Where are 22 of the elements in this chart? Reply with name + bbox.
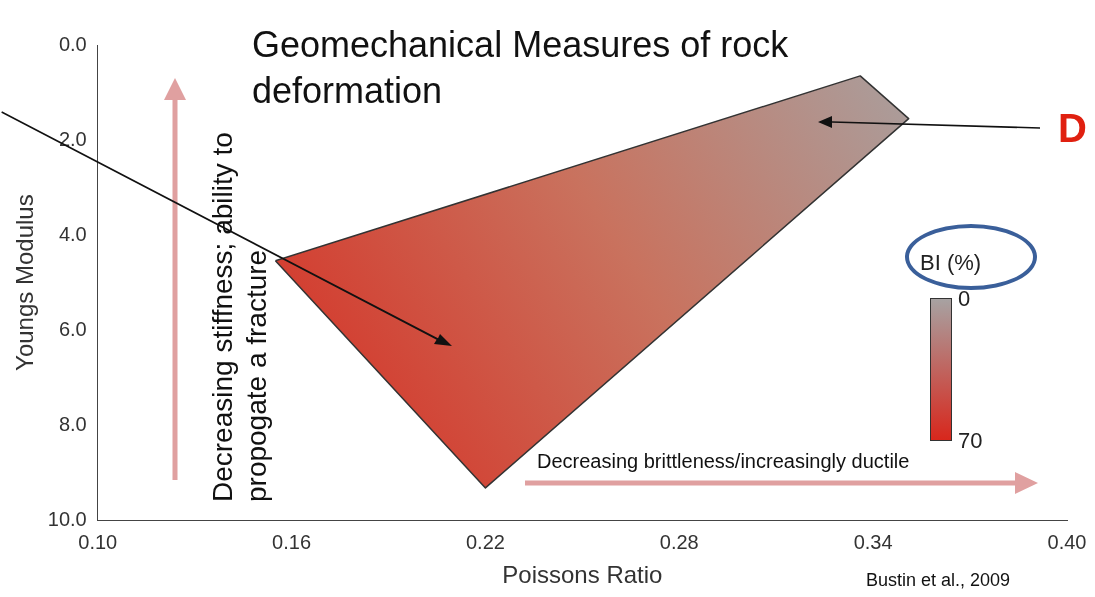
annotation: Decreasing brittleness/increasingly ductile	[537, 450, 910, 473]
x-tick-label: 0.16	[272, 530, 312, 553]
annotation: D	[1058, 106, 1087, 151]
chart-title: Geomechanical Measures of rock deformation	[252, 23, 790, 113]
y-axis-title: Youngs Modulus	[11, 194, 39, 371]
y-tick-label: 4.0	[58, 222, 87, 245]
x-tick-label: 0.28	[659, 530, 699, 553]
y-tick-label: 8.0	[58, 412, 87, 435]
x-tick-label: 0.34	[853, 530, 893, 553]
x-tick-label: 0.22	[465, 530, 505, 553]
text: Bustin et al., 2009	[866, 570, 1011, 591]
y-tick-label: 10.0	[47, 507, 87, 530]
x-tick-label: 0.10	[78, 530, 118, 553]
x-tick-label: 0.40	[1047, 530, 1087, 553]
y-tick-label: 2.0	[58, 127, 87, 150]
annotation: 70	[958, 428, 983, 453]
y-tick-label: 6.0	[58, 317, 87, 340]
annotation: Decreasing stiffness; ability to propogate a fracture	[207, 132, 272, 502]
x-axis-title: Poissons Ratio	[502, 561, 663, 589]
annotation: BI (%)	[920, 250, 982, 276]
annotation: 0	[958, 286, 971, 311]
y-tick-label: 0.0	[58, 32, 87, 55]
